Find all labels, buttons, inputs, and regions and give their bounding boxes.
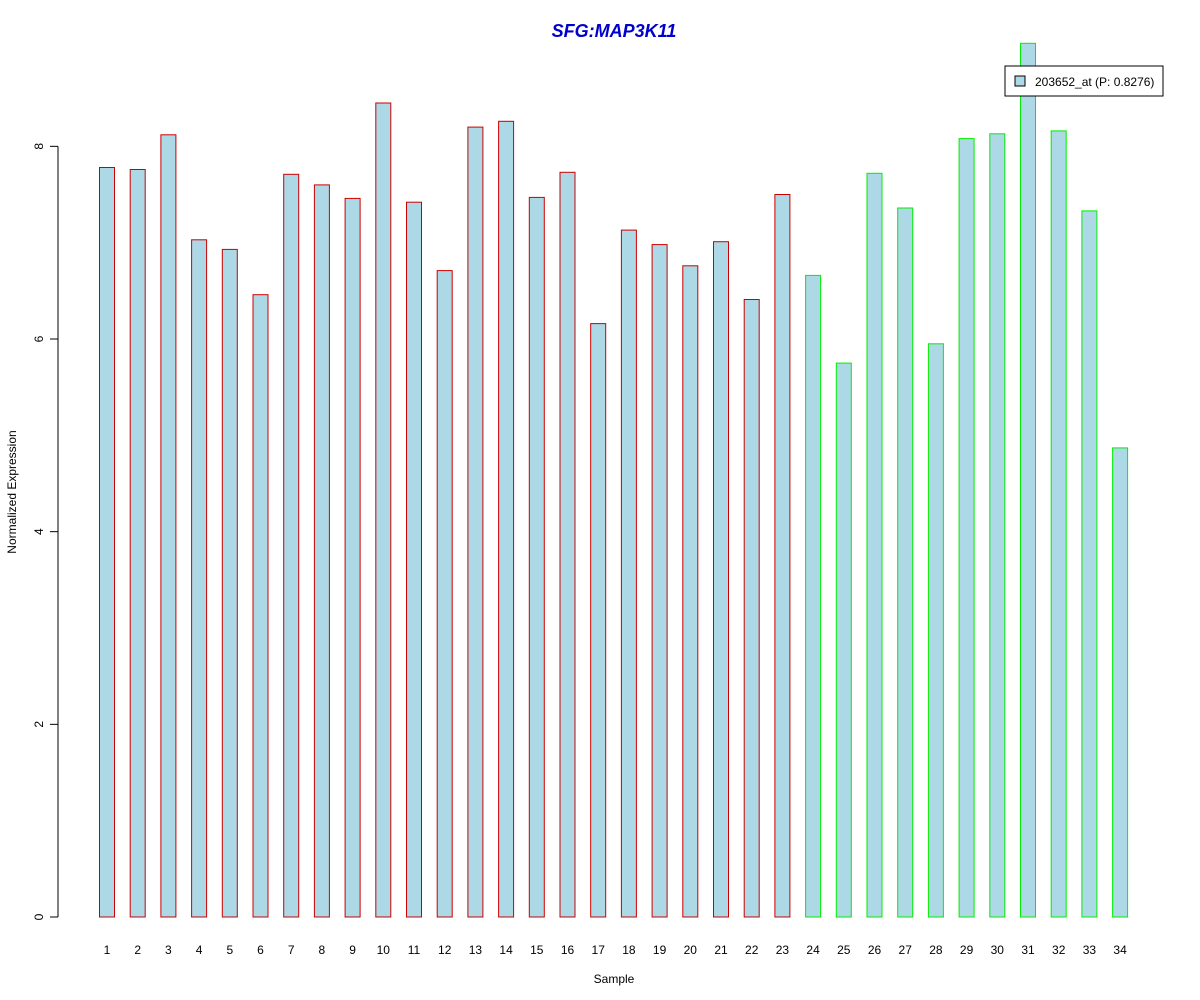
legend-label: 203652_at (P: 0.8276)	[1035, 75, 1154, 89]
bar-sample-18	[620, 229, 637, 918]
x-tick-label: 6	[257, 943, 264, 957]
bar-sample-21	[713, 241, 729, 918]
bars-group	[99, 42, 1129, 918]
bar-sample-17	[590, 323, 607, 918]
x-tick-label: 12	[438, 943, 452, 957]
x-tick-labels: 1 2 3 4 5 6 7 8 9 10 11 12 13 14 15 16 17 18 19 20 21 22 23 24 2…	[104, 943, 1127, 957]
y-tick-label: 6	[32, 335, 46, 342]
x-tick-label: 9	[349, 943, 356, 957]
x-tick-label: 33	[1083, 943, 1097, 957]
bar-sample-3	[160, 134, 177, 918]
bar-sample-11	[406, 201, 422, 918]
y-tick-label: 4	[32, 528, 46, 535]
x-tick-label: 4	[196, 943, 203, 957]
x-tick-label: 25	[837, 943, 851, 957]
x-tick-label: 19	[653, 943, 667, 957]
bar-sample-19	[651, 244, 668, 918]
bar-sample-12	[436, 270, 453, 918]
x-tick-label: 5	[226, 943, 233, 957]
bar-sample-25	[835, 362, 852, 918]
bar-sample-1	[99, 167, 115, 918]
x-tick-label: 1	[104, 943, 111, 957]
bar-sample-6	[252, 294, 269, 918]
bar-sample-31	[1020, 42, 1036, 918]
x-tick-label: 17	[592, 943, 606, 957]
bar-sample-28	[927, 343, 944, 918]
y-tick-label: 8	[32, 143, 46, 150]
bar-sample-20	[682, 265, 699, 918]
legend-swatch	[1014, 75, 1026, 87]
x-tick-label: 30	[991, 943, 1005, 957]
x-tick-label: 22	[745, 943, 759, 957]
x-tick-label: 31	[1021, 943, 1035, 957]
bar-sample-30	[989, 133, 1006, 918]
x-tick-label: 34	[1113, 943, 1127, 957]
bar-sample-13	[467, 126, 484, 918]
x-tick-label: 26	[868, 943, 882, 957]
bar-sample-27	[897, 207, 914, 918]
x-tick-label: 20	[684, 943, 698, 957]
x-tick-label: 21	[714, 943, 728, 957]
x-tick-label: 28	[929, 943, 943, 957]
y-axis-label: Normalized Expression	[5, 430, 19, 553]
bar-sample-16	[559, 171, 576, 918]
x-tick-label: 11	[408, 943, 421, 957]
x-tick-label: 8	[319, 943, 326, 957]
x-tick-label: 23	[776, 943, 790, 957]
x-tick-label: 24	[806, 943, 820, 957]
bar-sample-33	[1081, 210, 1098, 918]
legend-box	[1004, 65, 1164, 97]
bar-sample-2	[129, 169, 146, 918]
bar-sample-4	[191, 239, 208, 918]
bar-sample-26	[866, 172, 883, 918]
y-tick-label: 0	[32, 913, 46, 920]
x-tick-label: 10	[377, 943, 391, 957]
bar-sample-15	[528, 196, 545, 918]
bar-sample-9	[344, 197, 361, 918]
x-tick-label: 13	[469, 943, 483, 957]
bar-sample-29	[958, 138, 975, 918]
x-tick-label: 3	[165, 943, 172, 957]
bar-sample-34	[1112, 447, 1129, 918]
x-tick-label: 2	[134, 943, 141, 957]
legend: 203652_at (P: 0.8276)	[1004, 65, 1164, 97]
x-tick-label: 14	[499, 943, 513, 957]
x-tick-label: 7	[288, 943, 295, 957]
chart-title: SFG:MAP3K11	[552, 21, 677, 41]
y-axis: 0 2 4 6 8	[32, 143, 59, 920]
bar-sample-5	[221, 248, 238, 918]
bar-sample-22	[743, 299, 760, 918]
x-axis-label: Sample	[594, 972, 635, 986]
bar-sample-7	[283, 173, 300, 918]
x-tick-label: 27	[899, 943, 913, 957]
bar-sample-24	[805, 274, 822, 918]
bar-sample-32	[1050, 130, 1067, 918]
bar-sample-10	[375, 102, 392, 918]
x-tick-label: 18	[622, 943, 636, 957]
bar-sample-23	[774, 194, 791, 918]
x-tick-label: 29	[960, 943, 974, 957]
x-tick-label: 16	[561, 943, 575, 957]
x-tick-label: 32	[1052, 943, 1066, 957]
x-tick-label: 15	[530, 943, 544, 957]
bar-sample-14	[498, 120, 515, 918]
y-tick-label: 2	[32, 721, 46, 728]
bar-sample-8	[313, 184, 330, 918]
